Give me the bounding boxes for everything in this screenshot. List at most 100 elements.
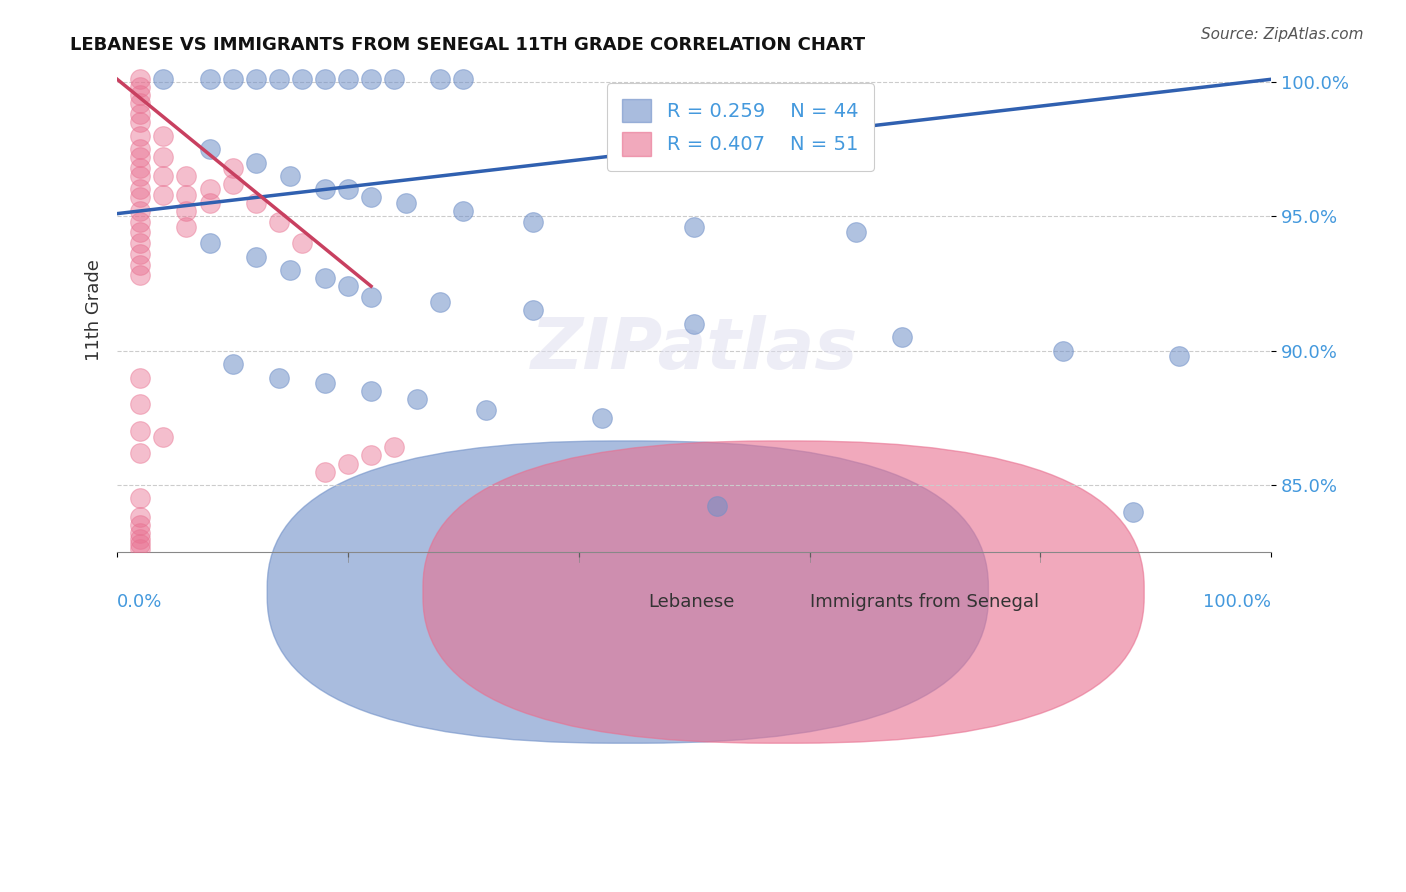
Point [360,384,382,398]
Point [176,187,198,202]
Point [176,203,198,218]
Point [176,169,198,183]
Point [129,80,152,95]
Point [360,72,382,87]
Point [382,441,405,455]
Point [129,107,152,121]
Point [221,357,243,371]
Point [336,457,359,471]
Point [152,169,174,183]
Point [129,370,152,384]
Point [522,215,544,229]
Point [129,226,152,240]
Point [129,537,152,551]
Point [453,203,475,218]
Point [221,72,243,87]
Point [845,226,868,240]
Point [129,169,152,183]
Point [395,195,418,210]
Point [683,220,706,235]
Point [152,150,174,164]
Text: Immigrants from Senegal: Immigrants from Senegal [810,593,1039,611]
Point [129,72,152,87]
Point [129,518,152,533]
Point [129,190,152,204]
Point [314,271,336,285]
Point [1122,505,1144,519]
Point [129,510,152,524]
Point [129,424,152,438]
Point [129,236,152,251]
Point [152,128,174,143]
Point [475,402,498,417]
Legend: R = 0.259    N = 44, R = 0.407    N = 51: R = 0.259 N = 44, R = 0.407 N = 51 [606,83,875,171]
Point [129,491,152,506]
FancyBboxPatch shape [267,441,988,743]
Point [221,161,243,175]
Point [198,195,221,210]
Point [336,279,359,293]
Point [129,532,152,546]
Point [453,72,475,87]
Point [129,203,152,218]
Point [314,182,336,196]
Point [245,195,267,210]
Point [360,190,382,204]
Point [267,215,290,229]
Point [382,72,405,87]
Point [198,72,221,87]
Point [291,236,314,251]
Point [706,500,728,514]
Point [267,72,290,87]
Text: Source: ZipAtlas.com: Source: ZipAtlas.com [1201,27,1364,42]
Point [291,72,314,87]
Point [129,247,152,261]
Point [129,182,152,196]
Point [221,177,243,191]
Point [336,182,359,196]
Point [429,72,451,87]
Point [129,142,152,156]
Point [129,150,152,164]
Text: 0.0%: 0.0% [117,593,163,611]
Text: 100.0%: 100.0% [1204,593,1271,611]
Y-axis label: 11th Grade: 11th Grade [86,260,103,361]
Point [129,215,152,229]
Point [278,169,301,183]
Point [314,376,336,390]
Point [129,88,152,103]
Point [129,128,152,143]
Text: Lebanese: Lebanese [648,593,734,611]
Point [152,430,174,444]
Point [129,115,152,129]
Point [198,142,221,156]
Point [198,236,221,251]
Point [267,370,290,384]
Point [314,465,336,479]
Point [890,330,912,344]
Point [129,161,152,175]
Point [152,72,174,87]
Point [360,449,382,463]
Point [129,446,152,460]
Point [278,263,301,277]
Point [591,410,613,425]
Point [129,526,152,541]
Point [1052,343,1074,358]
Point [152,187,174,202]
Point [245,72,267,87]
Point [429,295,451,310]
Point [176,220,198,235]
Text: LEBANESE VS IMMIGRANTS FROM SENEGAL 11TH GRADE CORRELATION CHART: LEBANESE VS IMMIGRANTS FROM SENEGAL 11TH… [70,36,866,54]
Point [129,542,152,557]
Point [129,268,152,283]
Point [683,317,706,331]
Point [360,290,382,304]
Point [522,303,544,318]
FancyBboxPatch shape [423,441,1144,743]
Point [406,392,429,406]
Point [245,250,267,264]
Point [314,72,336,87]
Point [245,155,267,169]
Point [129,96,152,111]
